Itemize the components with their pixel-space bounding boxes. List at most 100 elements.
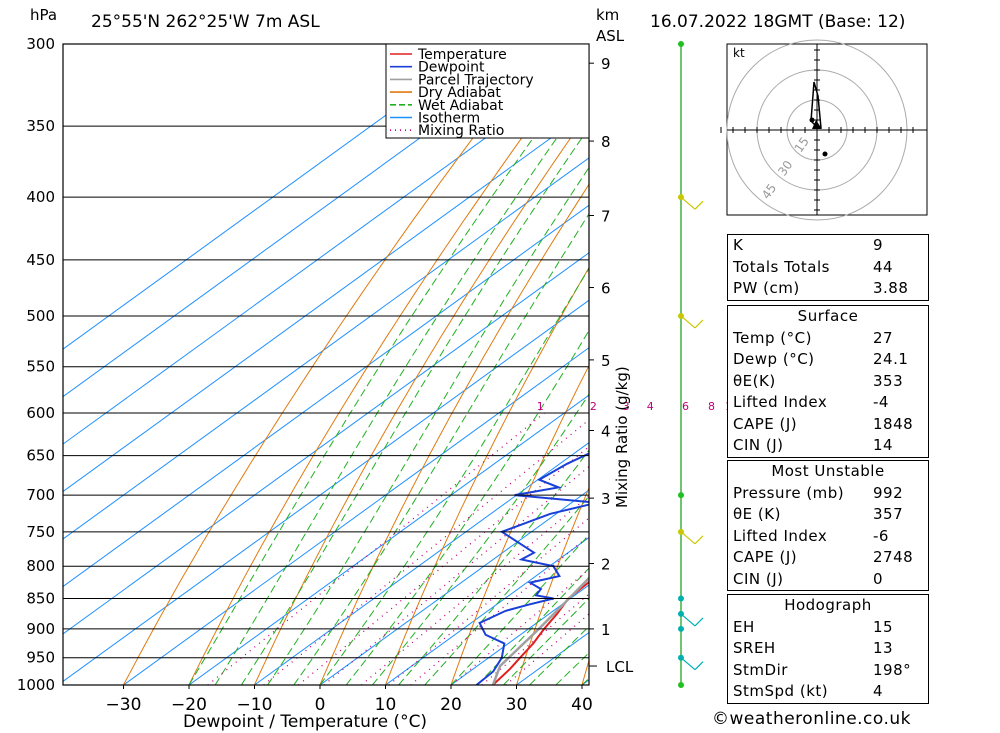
table-row: SREH 13	[733, 639, 894, 657]
hodograph-point	[822, 151, 828, 157]
pressure-tick-label: 400	[26, 188, 55, 206]
pressure-tick-label: 600	[26, 404, 55, 422]
hodograph-table-title: Hodograph	[784, 596, 872, 614]
isotherm-line	[123, 347, 589, 685]
hodograph-table: Hodograph EH 15 SREH 13 StmDir 198° StmSpd …	[727, 594, 929, 704]
km-tick-label: 1	[601, 621, 611, 639]
wet-adiabat-line	[293, 213, 589, 685]
table-row: Totals Totals 44	[733, 257, 894, 276]
wind-barb	[680, 613, 696, 627]
wind-barb	[680, 531, 696, 545]
pressure-tick-label: 300	[26, 35, 55, 53]
footer-credit[interactable]: ©weatheronline.co.uk	[712, 709, 912, 729]
x-tick-label: −30	[106, 695, 142, 715]
wind-barb-flag	[694, 617, 704, 627]
x-tick-label: 20	[440, 695, 462, 715]
mixing-ratio-tick-label: 3	[623, 400, 630, 413]
table-row: StmSpd (kt) 4	[733, 682, 884, 700]
hodograph-unit: kt	[733, 46, 745, 60]
wind-barb-flag	[694, 200, 704, 210]
mixing-ratio-tick-label: 6	[682, 400, 689, 413]
wet-adiabat-line	[345, 329, 589, 685]
most-unstable-title: Most Unstable	[771, 462, 885, 480]
km-tick-label: 7	[601, 207, 611, 225]
isotherm-line	[63, 62, 589, 445]
wind-barb	[680, 315, 696, 329]
table-row: Lifted Index -6	[733, 526, 889, 545]
km-tick-label: 8	[601, 133, 611, 151]
mixing-ratio-line	[388, 517, 589, 685]
wind-barb	[680, 657, 696, 671]
x-tick-label: 10	[375, 695, 397, 715]
wind-barb-flag	[694, 535, 704, 545]
wind-profile	[678, 41, 704, 688]
table-row: CAPE (J) 1848	[733, 414, 914, 433]
legend-entry: Isotherm	[418, 111, 480, 127]
table-row: EH 15	[733, 617, 894, 636]
datetime-label: 16.07.2022 18GMT (Base: 12)	[650, 12, 905, 32]
x-tick-label: −10	[237, 695, 273, 715]
isotherm-line	[63, 44, 485, 350]
legend-box	[385, 43, 590, 139]
wet-adiabat-line	[424, 495, 589, 685]
km-tick-label: 5	[601, 352, 611, 370]
wind-barb-flag	[694, 319, 704, 329]
pressure-tick-label: 450	[26, 251, 55, 269]
wind-dot	[678, 625, 684, 632]
isotherm-line	[254, 441, 589, 685]
mixing-ratio-tick-label: 2	[590, 400, 597, 413]
wind-dot	[678, 595, 684, 602]
hodograph-storm-marker	[812, 120, 822, 129]
table-row: PW (cm) 3.88	[733, 279, 909, 297]
pressure-tick-label: 650	[26, 447, 55, 465]
pressure-tick-label: 950	[26, 649, 55, 667]
surface-table: Surface Temp (°C) 27 Dewp (°C) 24.1 θE(K) 3…	[727, 305, 929, 458]
isotherm-line	[63, 204, 589, 588]
dry-adiabat-line	[188, 45, 589, 685]
table-row: Temp (°C) 27	[733, 328, 894, 347]
wind-barb-flag	[694, 661, 704, 671]
table-row: StmDir 198°	[733, 660, 912, 679]
legend-entry: Dewpoint	[418, 60, 485, 76]
location-title: 25°55'N 262°25'W 7m ASL	[91, 12, 320, 32]
pressure-tick-label: 750	[26, 523, 55, 541]
table-row: θE (K) 357	[733, 505, 904, 523]
x-tick-label: 30	[506, 695, 528, 715]
wet-adiabat-line	[476, 567, 589, 685]
legend-entry: Dry Adiabat	[418, 85, 501, 101]
table-row: Dewp (°C) 24.1	[733, 350, 909, 368]
legend-entry: Parcel Trajectory	[418, 72, 534, 88]
wet-adiabat-line	[240, 126, 589, 685]
dry-adiabat-line	[516, 486, 589, 685]
pressure-tick-label: 350	[26, 117, 55, 135]
legend-entry: Wet Adiabat	[418, 98, 504, 114]
isotherm-line	[63, 157, 589, 540]
isotherm-line	[63, 109, 589, 493]
isotherm-line	[63, 44, 550, 398]
dry-adiabat-line	[123, 44, 545, 685]
pressure-tick-label: 850	[26, 589, 55, 607]
isotherm-line	[385, 536, 589, 685]
table-row: CAPE (J) 2748	[733, 548, 914, 566]
mixing-ratio-tick-label: 4	[647, 400, 654, 413]
plot-frame	[62, 43, 590, 686]
x-axis-label: Dewpoint / Temperature (°C)	[183, 712, 427, 732]
series-line-parcel-trajectory	[491, 576, 589, 685]
mixing-ratio-tick-label: 1	[537, 400, 544, 413]
pressure-tick-label: 900	[26, 620, 55, 638]
mixing-ratio-line	[298, 445, 589, 685]
wet-adiabat-line	[214, 91, 589, 685]
km-tick-label: 3	[601, 490, 611, 508]
wind-dot	[678, 41, 684, 47]
hodograph-point	[809, 117, 815, 123]
mixing-ratio-tick-label: 8	[708, 400, 715, 413]
series-line-dewpoint	[475, 452, 589, 685]
wet-adiabat-line	[319, 267, 589, 685]
table-row: θE(K) 353	[733, 371, 904, 390]
wind-dot	[678, 682, 684, 688]
km-label: km	[596, 6, 619, 24]
surface-title: Surface	[797, 307, 859, 325]
pressure-tick-label: 550	[26, 358, 55, 376]
dry-adiabat-line	[975, 44, 1000, 685]
